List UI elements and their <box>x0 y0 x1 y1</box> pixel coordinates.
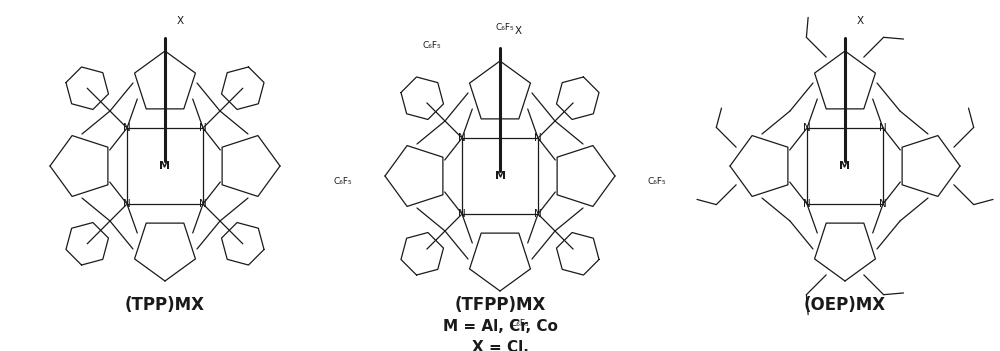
Text: M: M <box>160 161 170 171</box>
Text: N: N <box>879 199 887 209</box>
Text: N: N <box>123 199 131 209</box>
Text: N: N <box>879 123 887 133</box>
Text: N: N <box>803 199 811 209</box>
Text: (OEP)MX: (OEP)MX <box>804 296 886 314</box>
Text: X: X <box>856 16 864 26</box>
Text: C₆F₅: C₆F₅ <box>511 319 529 329</box>
Text: N: N <box>199 199 207 209</box>
Text: M: M <box>839 161 850 171</box>
Text: X = Cl,: X = Cl, <box>472 340 528 351</box>
Text: C₆F₅: C₆F₅ <box>648 177 667 185</box>
Text: (TPP)MX: (TPP)MX <box>125 296 205 314</box>
Text: X: X <box>514 26 522 36</box>
Text: N: N <box>123 123 131 133</box>
Text: C₆F₅: C₆F₅ <box>496 24 514 33</box>
Text: X: X <box>176 16 184 26</box>
Text: (TFPP)MX: (TFPP)MX <box>454 296 546 314</box>
Text: C₆F₅: C₆F₅ <box>333 177 352 185</box>
Text: N: N <box>199 123 207 133</box>
Text: M = Al, Cr, Co: M = Al, Cr, Co <box>443 319 557 334</box>
Text: N: N <box>803 123 811 133</box>
Text: N: N <box>458 209 466 219</box>
Text: N: N <box>534 133 542 143</box>
Text: C₆F₅: C₆F₅ <box>423 41 441 51</box>
Text: N: N <box>458 133 466 143</box>
Text: M: M <box>494 171 506 181</box>
Text: N: N <box>534 209 542 219</box>
